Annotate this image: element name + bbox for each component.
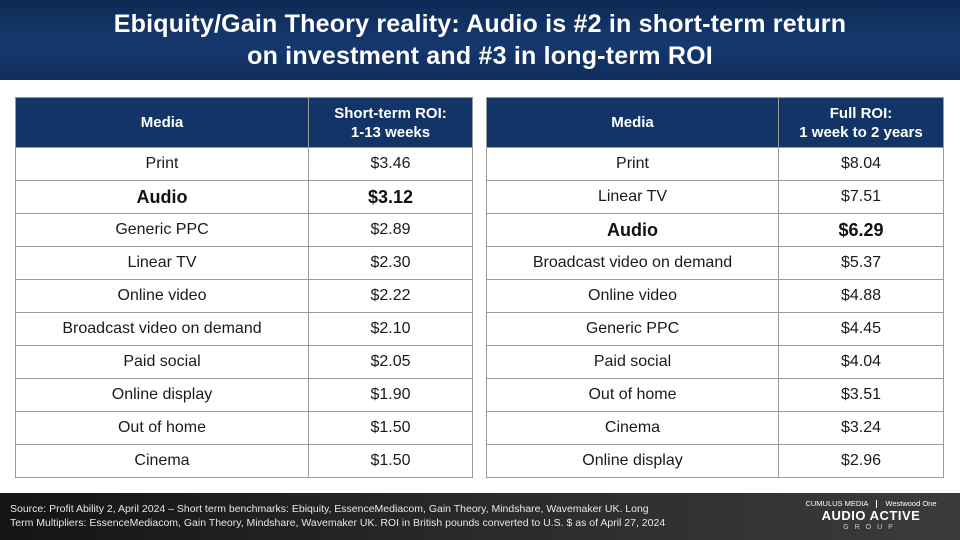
table-row: Linear TV $2.30 <box>15 246 473 280</box>
short-term-roi-table: Media Short-term ROI: 1-13 weeks Print $3… <box>15 97 473 478</box>
logo-westwood-text: Westwood One <box>885 499 937 508</box>
roi-value-cell: $2.89 <box>308 213 473 247</box>
roi-value-cell: $8.04 <box>778 147 944 181</box>
media-cell: Out of home <box>486 378 779 412</box>
header-line-1: Full ROI: <box>829 104 893 122</box>
media-cell: Online video <box>15 279 309 313</box>
audio-active-group-logo: CUMULUS MEDIA Westwood One AUDIO ACTIVE … <box>796 499 946 535</box>
roi-value-cell: $1.90 <box>308 378 473 412</box>
media-column-header: Media <box>15 97 309 148</box>
roi-value-cell: $1.50 <box>308 411 473 445</box>
media-cell: Linear TV <box>15 246 309 280</box>
media-cell: Audio <box>15 180 309 214</box>
table-row: Print $3.46 <box>15 147 473 181</box>
table-row: Generic PPC $2.89 <box>15 213 473 247</box>
table-row: Cinema $3.24 <box>486 411 944 445</box>
roi-value-cell: $6.29 <box>778 213 944 247</box>
media-cell: Online display <box>15 378 309 412</box>
roi-value-cell: $2.30 <box>308 246 473 280</box>
media-cell: Cinema <box>15 444 309 478</box>
roi-value-cell: $4.88 <box>778 279 944 313</box>
logo-sub-text: GROUP <box>843 524 899 531</box>
table-row: Broadcast video on demand $2.10 <box>15 312 473 346</box>
roi-value-cell: $3.46 <box>308 147 473 181</box>
media-cell: Generic PPC <box>486 312 779 346</box>
media-column-header: Media <box>486 97 779 148</box>
header-line-2: 1 week to 2 years <box>799 123 923 141</box>
media-cell: Linear TV <box>486 180 779 214</box>
full-roi-table: Media Full ROI: 1 week to 2 years Print $… <box>486 97 944 478</box>
table-row: Online video $2.22 <box>15 279 473 313</box>
logo-partner-row: CUMULUS MEDIA Westwood One <box>796 499 946 509</box>
media-cell: Paid social <box>486 345 779 379</box>
source-line-1: Source: Profit Ability 2, April 2024 – S… <box>10 503 649 515</box>
table-row: Online display $1.90 <box>15 378 473 412</box>
table-header-row: Media Short-term ROI: 1-13 weeks <box>15 97 473 148</box>
table-row: Audio $6.29 <box>486 213 944 247</box>
roi-value-cell: $4.45 <box>778 312 944 346</box>
table-row: Paid social $4.04 <box>486 345 944 379</box>
table-header-row: Media Full ROI: 1 week to 2 years <box>486 97 944 148</box>
roi-value-cell: $3.12 <box>308 180 473 214</box>
roi-value-cell: $5.37 <box>778 246 944 280</box>
page-title-line-1: Ebiquity/Gain Theory reality: Audio is #… <box>113 10 847 38</box>
media-cell: Audio <box>486 213 779 247</box>
logo-cumulus-text: CUMULUS MEDIA <box>805 499 869 508</box>
roi-value-cell: $3.51 <box>778 378 944 412</box>
source-line-2: Term Multipliers: EssenceMediacom, Gain … <box>10 517 666 529</box>
short-term-roi-column-header: Short-term ROI: 1-13 weeks <box>308 97 473 148</box>
roi-value-cell: $3.24 <box>778 411 944 445</box>
media-cell: Print <box>15 147 309 181</box>
table-row: Broadcast video on demand $5.37 <box>486 246 944 280</box>
page-title-line-2: on investment and #3 in long-term ROI <box>247 42 713 70</box>
table-row: Generic PPC $4.45 <box>486 312 944 346</box>
header-line-2: 1-13 weeks <box>350 123 431 141</box>
media-cell: Paid social <box>15 345 309 379</box>
title-banner: Ebiquity/Gain Theory reality: Audio is #… <box>0 0 960 80</box>
roi-value-cell: $7.51 <box>778 180 944 214</box>
media-cell: Out of home <box>15 411 309 445</box>
media-cell: Online display <box>486 444 779 478</box>
roi-value-cell: $1.50 <box>308 444 473 478</box>
roi-value-cell: $4.04 <box>778 345 944 379</box>
header-line-1: Short-term ROI: <box>334 104 447 122</box>
roi-value-cell: $2.10 <box>308 312 473 346</box>
roi-value-cell: $2.22 <box>308 279 473 313</box>
media-cell: Print <box>486 147 779 181</box>
table-row: Linear TV $7.51 <box>486 180 944 214</box>
table-row: Cinema $1.50 <box>15 444 473 478</box>
media-cell: Cinema <box>486 411 779 445</box>
roi-value-cell: $2.05 <box>308 345 473 379</box>
table-row: Paid social $2.05 <box>15 345 473 379</box>
logo-main-text: AUDIO ACTIVE <box>821 508 921 523</box>
table-row: Out of home $1.50 <box>15 411 473 445</box>
media-cell: Broadcast video on demand <box>15 312 309 346</box>
media-cell: Broadcast video on demand <box>486 246 779 280</box>
footer-bar: Source: Profit Ability 2, April 2024 – S… <box>0 493 960 540</box>
roi-value-cell: $2.96 <box>778 444 944 478</box>
table-row: Online display $2.96 <box>486 444 944 478</box>
full-roi-column-header: Full ROI: 1 week to 2 years <box>778 97 944 148</box>
table-row: Audio $3.12 <box>15 180 473 214</box>
media-cell: Online video <box>486 279 779 313</box>
table-row: Print $8.04 <box>486 147 944 181</box>
logo-divider <box>876 500 878 508</box>
table-row: Online video $4.88 <box>486 279 944 313</box>
media-cell: Generic PPC <box>15 213 309 247</box>
source-note: Source: Profit Ability 2, April 2024 – S… <box>10 502 740 530</box>
table-row: Out of home $3.51 <box>486 378 944 412</box>
